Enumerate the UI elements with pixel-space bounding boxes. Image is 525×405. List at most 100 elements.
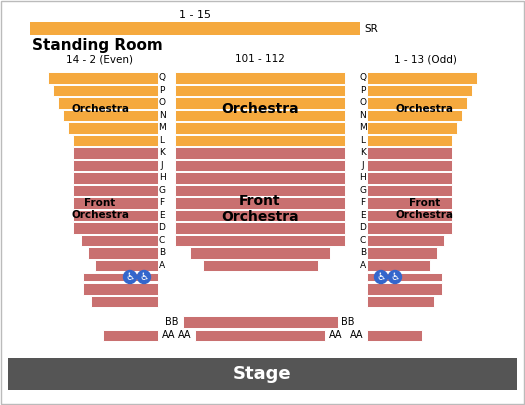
Bar <box>367 209 452 221</box>
Bar <box>367 160 452 171</box>
Bar <box>203 260 318 271</box>
Bar <box>367 72 477 83</box>
Text: F: F <box>160 198 164 207</box>
Bar <box>63 109 158 121</box>
Bar <box>81 234 158 246</box>
Text: N: N <box>360 111 366 120</box>
Text: Orchestra: Orchestra <box>71 104 129 114</box>
Bar <box>190 247 330 258</box>
Circle shape <box>374 271 387 284</box>
Circle shape <box>388 271 402 284</box>
Bar <box>88 247 158 258</box>
Bar <box>73 209 158 221</box>
Bar <box>175 122 345 134</box>
Bar <box>175 185 345 196</box>
Text: K: K <box>159 148 165 157</box>
Text: G: G <box>360 186 366 195</box>
Circle shape <box>123 271 136 284</box>
Text: F: F <box>361 198 365 207</box>
Text: A: A <box>360 261 366 270</box>
Text: G: G <box>159 186 165 195</box>
Bar <box>175 72 345 83</box>
Bar <box>367 283 442 294</box>
Bar <box>367 330 422 341</box>
Bar <box>175 85 345 96</box>
Bar <box>73 134 158 146</box>
Bar <box>367 222 452 234</box>
Bar <box>175 109 345 121</box>
Bar <box>91 296 158 307</box>
Text: O: O <box>360 98 366 107</box>
Bar <box>367 273 442 281</box>
Text: 14 - 2 (Even): 14 - 2 (Even) <box>67 54 133 64</box>
Text: BB: BB <box>341 317 355 327</box>
Bar <box>175 234 345 246</box>
Text: Front
Orchestra: Front Orchestra <box>221 194 299 224</box>
Bar <box>68 122 158 134</box>
Bar <box>8 358 517 390</box>
Text: 101 - 112: 101 - 112 <box>235 54 285 64</box>
Text: ♿: ♿ <box>139 272 149 282</box>
Text: D: D <box>159 223 165 232</box>
Bar <box>58 97 158 109</box>
Text: J: J <box>362 161 364 170</box>
Bar <box>73 147 158 158</box>
Bar <box>175 209 345 221</box>
Bar <box>175 97 345 109</box>
Text: BB: BB <box>165 317 178 327</box>
Text: L: L <box>361 136 365 145</box>
Text: ♿: ♿ <box>391 272 400 282</box>
Text: O: O <box>159 98 165 107</box>
Text: N: N <box>159 111 165 120</box>
Bar <box>367 247 437 258</box>
Text: Q: Q <box>360 73 366 82</box>
Bar <box>367 134 452 146</box>
Bar <box>175 172 345 183</box>
Text: 1 - 13 (Odd): 1 - 13 (Odd) <box>394 54 456 64</box>
Bar <box>30 22 360 35</box>
Text: ♿: ♿ <box>125 272 134 282</box>
Bar <box>73 185 158 196</box>
Text: Orchestra: Orchestra <box>396 104 454 114</box>
Bar <box>367 260 430 271</box>
Bar <box>73 197 158 209</box>
Text: K: K <box>360 148 366 157</box>
Bar <box>367 97 467 109</box>
Text: E: E <box>360 211 366 220</box>
Text: AA: AA <box>177 330 191 340</box>
Text: SR: SR <box>364 23 378 34</box>
Bar <box>175 197 345 209</box>
Bar <box>367 85 472 96</box>
Bar <box>367 109 462 121</box>
Text: J: J <box>161 161 163 170</box>
Text: Stage: Stage <box>233 365 291 383</box>
Bar <box>175 160 345 171</box>
Text: C: C <box>360 236 366 245</box>
Bar <box>367 172 452 183</box>
Text: P: P <box>360 86 366 95</box>
Text: P: P <box>159 86 165 95</box>
Text: M: M <box>158 123 166 132</box>
Text: A: A <box>159 261 165 270</box>
Text: M: M <box>359 123 367 132</box>
Bar <box>73 222 158 234</box>
Text: C: C <box>159 236 165 245</box>
Text: AA: AA <box>162 330 175 340</box>
Bar <box>73 172 158 183</box>
Bar <box>83 273 158 281</box>
Bar <box>183 316 338 328</box>
Text: Orchestra: Orchestra <box>221 102 299 116</box>
Text: Q: Q <box>159 73 165 82</box>
Text: Standing Room: Standing Room <box>32 38 163 53</box>
Bar <box>48 72 158 83</box>
Bar <box>103 330 158 341</box>
Bar <box>95 260 158 271</box>
Bar <box>175 147 345 158</box>
Bar <box>53 85 158 96</box>
Bar <box>367 122 457 134</box>
Text: H: H <box>360 173 366 182</box>
Bar <box>175 222 345 234</box>
Text: D: D <box>360 223 366 232</box>
Bar <box>367 185 452 196</box>
Text: ♿: ♿ <box>376 272 386 282</box>
